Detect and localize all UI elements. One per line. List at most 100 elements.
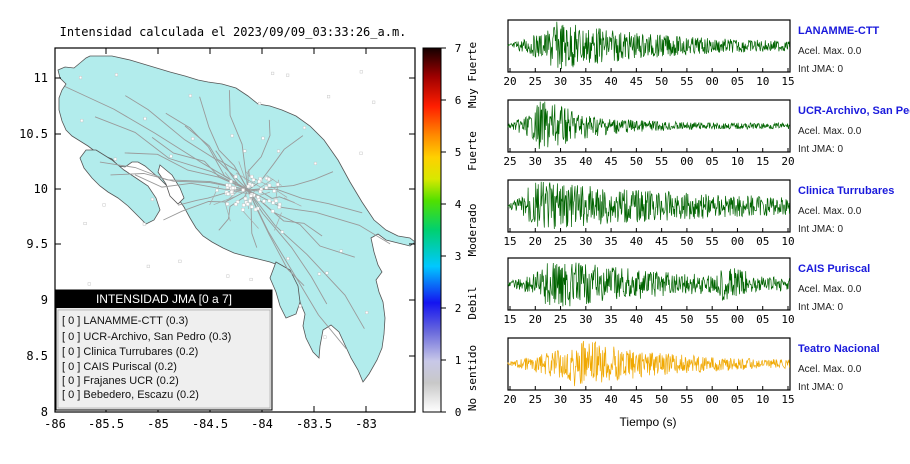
road-line: [213, 196, 236, 206]
colorbar-tick-label: 1: [455, 354, 462, 367]
station-marker: [234, 202, 238, 207]
lon-tick-label: -84.5: [192, 417, 228, 431]
station-marker: [226, 274, 230, 278]
station-marker: [114, 73, 118, 77]
time-tick-label: 05: [731, 75, 744, 88]
road-line: [94, 116, 249, 191]
road-line: [235, 172, 261, 188]
colorbar-tick-label: 0: [455, 406, 462, 419]
station-marker: [253, 207, 258, 212]
waveform-panel: 15 20 25 30 35 40 45 50 55 00 05 10 CAIS Puriscal Ace…: [503, 257, 870, 326]
station-marker: [230, 134, 234, 138]
intensity-colorbar: 7 6 5 4 3 2 1 0 Muy Fuerte Fuerte Moderado Debi…: [422, 42, 479, 419]
station-markers: [75, 70, 376, 343]
time-tick-label: 45: [655, 235, 668, 248]
time-tick-label: 45: [630, 75, 643, 88]
waveform-panel: 20 25 30 35 40 45 50 55 00 05 10 15 LANAMME-CTT Acel.…: [503, 19, 880, 88]
road-line: [228, 90, 249, 191]
station-marker: [191, 137, 195, 141]
time-tick-label: 30: [579, 313, 592, 326]
road-line: [248, 169, 251, 178]
station-name: UCR-Archivo, San Pedro: [798, 105, 910, 117]
station-marker: [274, 198, 279, 203]
time-tick-label: 25: [529, 75, 542, 88]
waveform-trace: [507, 181, 790, 230]
time-tick-label: 00: [731, 235, 744, 248]
time-tick-label: 50: [680, 313, 693, 326]
station-marker: [246, 184, 251, 189]
station-acceleration: Acel. Max. 0.0: [798, 284, 862, 295]
station-marker: [267, 199, 272, 203]
station-acceleration: Acel. Max. 0.0: [798, 364, 862, 375]
station-marker: [226, 192, 230, 196]
station-marker: [262, 199, 266, 203]
station-marker: [258, 177, 263, 181]
osa-peninsula: [269, 261, 301, 319]
legend-item: [ 0 ] Clinica Turrubares (0.2): [62, 346, 198, 358]
time-tick-label: 45: [655, 313, 668, 326]
station-marker: [286, 257, 290, 261]
station-marker: [359, 70, 363, 74]
road-network: [64, 86, 391, 349]
time-tick-label: 30: [554, 393, 567, 406]
colorbar-ticks: 7 6 5 4 3 2 1 0: [441, 42, 462, 419]
time-tick-label: 25: [554, 235, 567, 248]
time-tick-label: 10: [731, 155, 744, 168]
time-tick-label: 55: [706, 235, 719, 248]
intensity-legend: INTENSIDAD JMA [0 a 7] [ 0 ] LANAMME-CTT…: [55, 289, 273, 411]
time-tick-label: 40: [604, 75, 617, 88]
time-tick-label: 20: [503, 393, 516, 406]
time-tick-label: 20: [503, 75, 516, 88]
lon-tick-label: -85: [147, 417, 169, 431]
colorbar-label-debil: Debil: [466, 286, 479, 319]
time-tick-label: 00: [731, 313, 744, 326]
station-marker: [277, 202, 282, 207]
waveform-trace: [507, 101, 790, 150]
waveform-panels: 20 25 30 35 40 45 50 55 00 05 10 15 LANAMME-CTT Acel.…: [503, 19, 910, 406]
lat-tick-label: 10.5: [19, 127, 48, 141]
road-line: [247, 189, 328, 305]
station-marker: [272, 189, 276, 193]
station-marker: [372, 100, 376, 104]
station-marker: [243, 149, 247, 153]
time-tick-label: 05: [756, 235, 769, 248]
station-marker: [327, 95, 331, 99]
lon-tick-label: -84: [251, 417, 273, 431]
station-jma-intensity: Int JMA: 0: [798, 144, 843, 155]
road-line: [247, 189, 295, 204]
road-line: [247, 189, 365, 329]
nicoya-peninsula-coast: [79, 149, 161, 225]
station-marker: [250, 205, 254, 209]
station-marker: [87, 282, 91, 286]
station-marker: [229, 190, 234, 194]
station-marker: [241, 208, 245, 212]
time-tick-label: 35: [579, 393, 592, 406]
station-marker: [79, 76, 83, 80]
station-marker: [257, 179, 261, 184]
station-marker: [241, 203, 246, 207]
colorbar-tick-label: 4: [455, 198, 462, 211]
road-line: [244, 192, 250, 209]
colorbar-label-moderado: Moderado: [466, 204, 479, 257]
time-tick-label: 15: [781, 75, 794, 88]
lat-tick-label: 11: [34, 71, 48, 85]
station-acceleration: Acel. Max. 0.0: [798, 206, 862, 217]
station-marker: [143, 117, 147, 121]
road-line: [110, 173, 249, 191]
station-marker: [271, 71, 275, 75]
station-jma-intensity: Int JMA: 0: [798, 224, 843, 235]
waveform-panel: 25 30 35 40 45 50 55 00 05 10 15 20 UCR-Archivo, San…: [503, 99, 910, 168]
colorbar-label-no-sentido: No sentido: [466, 345, 479, 411]
colorbar-gradient: [422, 47, 442, 413]
map-title: Intensidad calculada el 2023/09/09_03:33…: [60, 25, 407, 39]
station-marker: [258, 101, 262, 105]
station-name: Teatro Nacional: [798, 343, 880, 355]
longitude-axis: -86 -85.5 -85 -84.5 -84 -83.5 -83: [44, 48, 377, 431]
road-line: [124, 152, 249, 191]
time-tick-label: 30: [554, 75, 567, 88]
station-marker: [169, 154, 173, 158]
station-marker: [243, 196, 248, 201]
colorbar-tick-label: 5: [455, 146, 462, 159]
time-tick-label: 15: [756, 155, 769, 168]
